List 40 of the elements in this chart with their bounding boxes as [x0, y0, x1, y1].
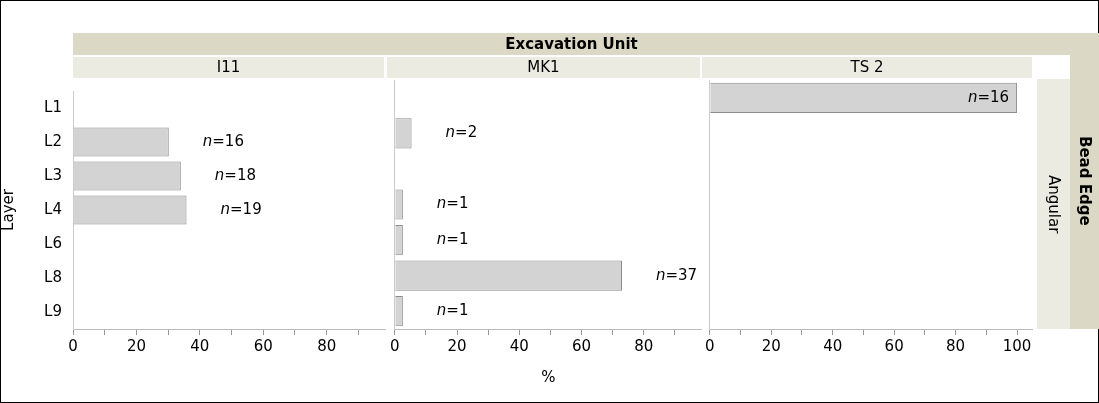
chart-title: TS 2	[702, 57, 1034, 78]
x-tick-label: 40	[509, 336, 529, 355]
x-tick-label: 80	[317, 336, 337, 355]
annotation: n=16	[967, 87, 1010, 106]
x-axis-title: %	[541, 367, 556, 386]
x-tick-label: 20	[126, 336, 146, 355]
annotation: n=1	[436, 194, 469, 213]
y-tick-label: L1	[44, 97, 62, 116]
text: Angular	[1037, 79, 1070, 329]
y-axis-title: Layer	[0, 188, 17, 231]
x-tick-label: 80	[634, 336, 654, 355]
annotation: n=18	[214, 165, 256, 184]
x-tick-label: 60	[571, 336, 592, 355]
annotation: n=37	[656, 265, 698, 284]
annotation: n=16	[202, 131, 244, 150]
y-tick-label: L2	[44, 131, 62, 150]
x-tick-label: 0	[68, 336, 78, 355]
x-tick-label: 0	[705, 336, 715, 355]
x-tick-label: 80	[946, 336, 966, 355]
x-tick-label: 20	[761, 336, 781, 355]
chart-title: MK1	[387, 57, 702, 78]
x-tick-label: 40	[190, 336, 210, 355]
annotation: n=1	[436, 229, 469, 248]
x-tick-label: 60	[253, 336, 273, 355]
y-tick-label: L8	[44, 267, 62, 286]
chart-title: I11	[73, 57, 386, 78]
x-tick-label: 20	[447, 336, 467, 355]
x-tick-label: 40	[823, 336, 843, 355]
y-tick-label: L3	[44, 165, 62, 184]
y-tick-label: L9	[44, 301, 62, 320]
y-tick-label: L4	[44, 199, 62, 218]
x-tick-label: 60	[884, 336, 904, 355]
x-tick-label: 0	[390, 336, 400, 355]
x-tick-label: 100	[1002, 336, 1032, 355]
annotation: n=2	[445, 123, 478, 142]
annotation: n=19	[220, 199, 262, 218]
text: Excavation Unit	[73, 33, 1070, 55]
y-tick-label: L6	[44, 233, 62, 252]
annotation: n=1	[436, 301, 469, 320]
text: Bead Edge	[1070, 33, 1099, 329]
